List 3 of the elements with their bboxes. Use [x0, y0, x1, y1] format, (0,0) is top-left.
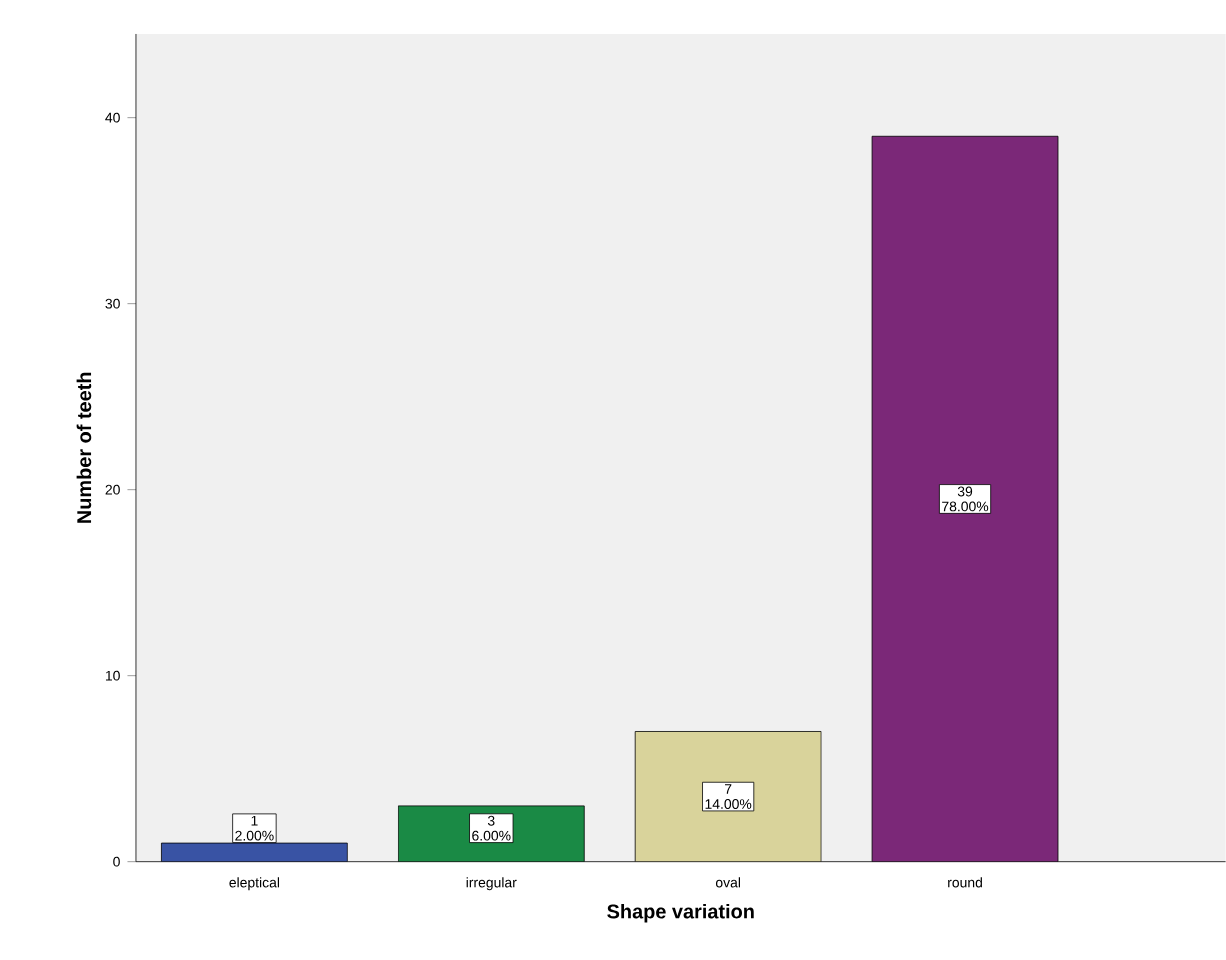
x-axis-title: Shape variation: [607, 904, 754, 923]
bar: [634, 731, 822, 862]
y-axis-title: Number of teeth: [76, 372, 92, 523]
